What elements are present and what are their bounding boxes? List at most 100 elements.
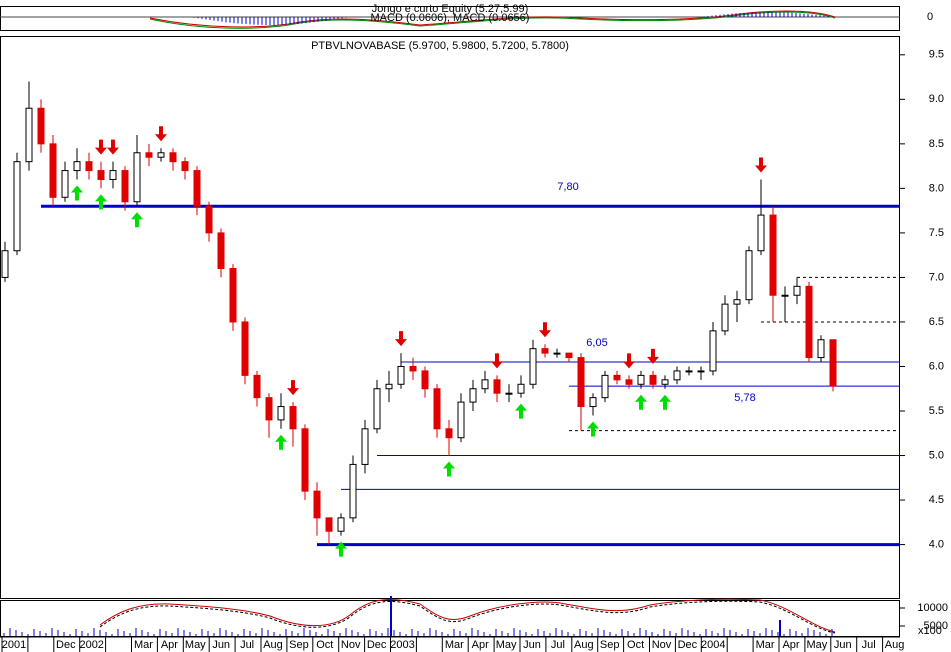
candle-body — [805, 285, 813, 359]
candle-body — [685, 370, 693, 373]
x-tick-label: Jun — [834, 639, 852, 651]
x-tick-label: Aug — [574, 639, 594, 651]
candle-body — [373, 388, 381, 430]
candle-body — [253, 374, 261, 399]
x-tick-label: Apr — [472, 639, 489, 651]
sell-arrow — [623, 353, 635, 369]
x-tick-label: Dec — [367, 639, 387, 651]
candle-body — [421, 370, 429, 390]
candle-body — [781, 294, 789, 297]
candle-body — [241, 321, 249, 376]
candle-body — [733, 299, 741, 305]
buy-arrow — [131, 212, 143, 228]
candle-body — [433, 388, 441, 430]
candle-body — [85, 161, 93, 172]
buy-arrow — [95, 194, 107, 210]
volume-tick-label: 10000 — [917, 602, 948, 614]
candle-body — [61, 170, 69, 198]
y-tick-label: 6.0 — [929, 360, 944, 372]
x-tick-label: Jul — [551, 639, 565, 651]
x-tick-label: Oct — [627, 639, 644, 651]
candle-body — [205, 205, 213, 234]
candle-body — [721, 303, 729, 332]
y-tick-label: 7.0 — [929, 271, 944, 283]
candle-body — [217, 232, 225, 270]
candle-body — [1, 250, 9, 278]
level-label: 6,05 — [586, 337, 607, 349]
y-tick-label: 8.0 — [929, 182, 944, 194]
candle-body — [289, 406, 297, 430]
x-tick-label: 2001 — [2, 639, 26, 651]
candle-body — [37, 107, 45, 145]
candle-body — [133, 152, 141, 203]
candle-body — [301, 428, 309, 492]
candle-body — [73, 161, 81, 172]
indicator-frame — [0, 6, 900, 31]
candle-body — [385, 383, 393, 390]
candle-body — [409, 365, 417, 372]
candle-body — [613, 374, 621, 381]
sell-arrow — [395, 331, 407, 347]
sell-arrow — [287, 380, 299, 396]
volume-unit: x100 — [918, 625, 942, 637]
sell-arrow — [755, 157, 767, 173]
candle-body — [745, 250, 753, 301]
x-tick-label: Mar — [756, 639, 775, 651]
candle-body — [109, 170, 117, 180]
volume-oscillator — [99, 598, 836, 633]
candle-body — [625, 379, 633, 385]
x-tick-label: Jun — [212, 639, 230, 651]
level-label: 5,78 — [734, 392, 755, 404]
x-tick-label: Jul — [862, 639, 876, 651]
candle-body — [265, 397, 273, 421]
candle-body — [637, 374, 645, 385]
x-tick-label: May — [807, 639, 828, 651]
candle-body — [769, 214, 777, 296]
x-tick-label: Oct — [316, 639, 333, 651]
candle-body — [313, 490, 321, 519]
candle-body — [469, 388, 477, 403]
candle-body — [229, 268, 237, 323]
candle-body — [565, 352, 573, 359]
candle-body — [529, 348, 537, 385]
buy-arrow — [659, 394, 671, 410]
candle-body — [757, 214, 765, 252]
sell-arrow — [95, 139, 107, 155]
x-tick-label: Apr — [161, 639, 178, 651]
y-tick-label: 5.0 — [929, 449, 944, 461]
candle-body — [13, 161, 21, 252]
candle-body — [25, 107, 33, 163]
x-tick-label: Aug — [263, 639, 283, 651]
candle-body — [493, 379, 501, 394]
volume-tick-label: 5000 — [924, 620, 948, 632]
x-tick-label: Sep — [289, 639, 309, 651]
x-tick-label: Apr — [782, 639, 799, 651]
sell-arrow — [647, 348, 659, 364]
indicator-tick-label: 0 — [927, 11, 933, 23]
candle-body — [193, 170, 201, 207]
y-tick-label: 9.0 — [929, 93, 944, 105]
x-tick-label: Mar — [134, 639, 153, 651]
candle-body — [457, 401, 465, 439]
x-tick-label: May — [496, 639, 517, 651]
chart-title: PTBVLNOVABASE (5.9700, 5.9800, 5.7200, 5… — [311, 40, 569, 52]
x-tick-label: 2002 — [79, 639, 103, 651]
x-tick-label: 2004 — [701, 639, 725, 651]
candle-body — [661, 379, 669, 385]
y-tick-label: 7.5 — [929, 227, 944, 239]
candle-body — [589, 397, 597, 408]
y-tick-label: 8.5 — [929, 138, 944, 150]
candle-body — [325, 517, 333, 532]
candle-body — [445, 428, 453, 439]
candle-body — [277, 406, 285, 421]
indicator-title: MACD (0.0606), MACD (0.0656) — [371, 12, 530, 24]
candle-body — [505, 392, 513, 395]
candle-body — [145, 152, 153, 158]
x-tick-label: Mar — [445, 639, 464, 651]
candle-body — [829, 339, 837, 387]
candle-body — [697, 370, 705, 373]
x-tick-label: Dec — [56, 639, 76, 651]
level-label: 7,80 — [557, 181, 578, 193]
buy-arrow — [335, 541, 347, 557]
candle-body — [673, 370, 681, 381]
